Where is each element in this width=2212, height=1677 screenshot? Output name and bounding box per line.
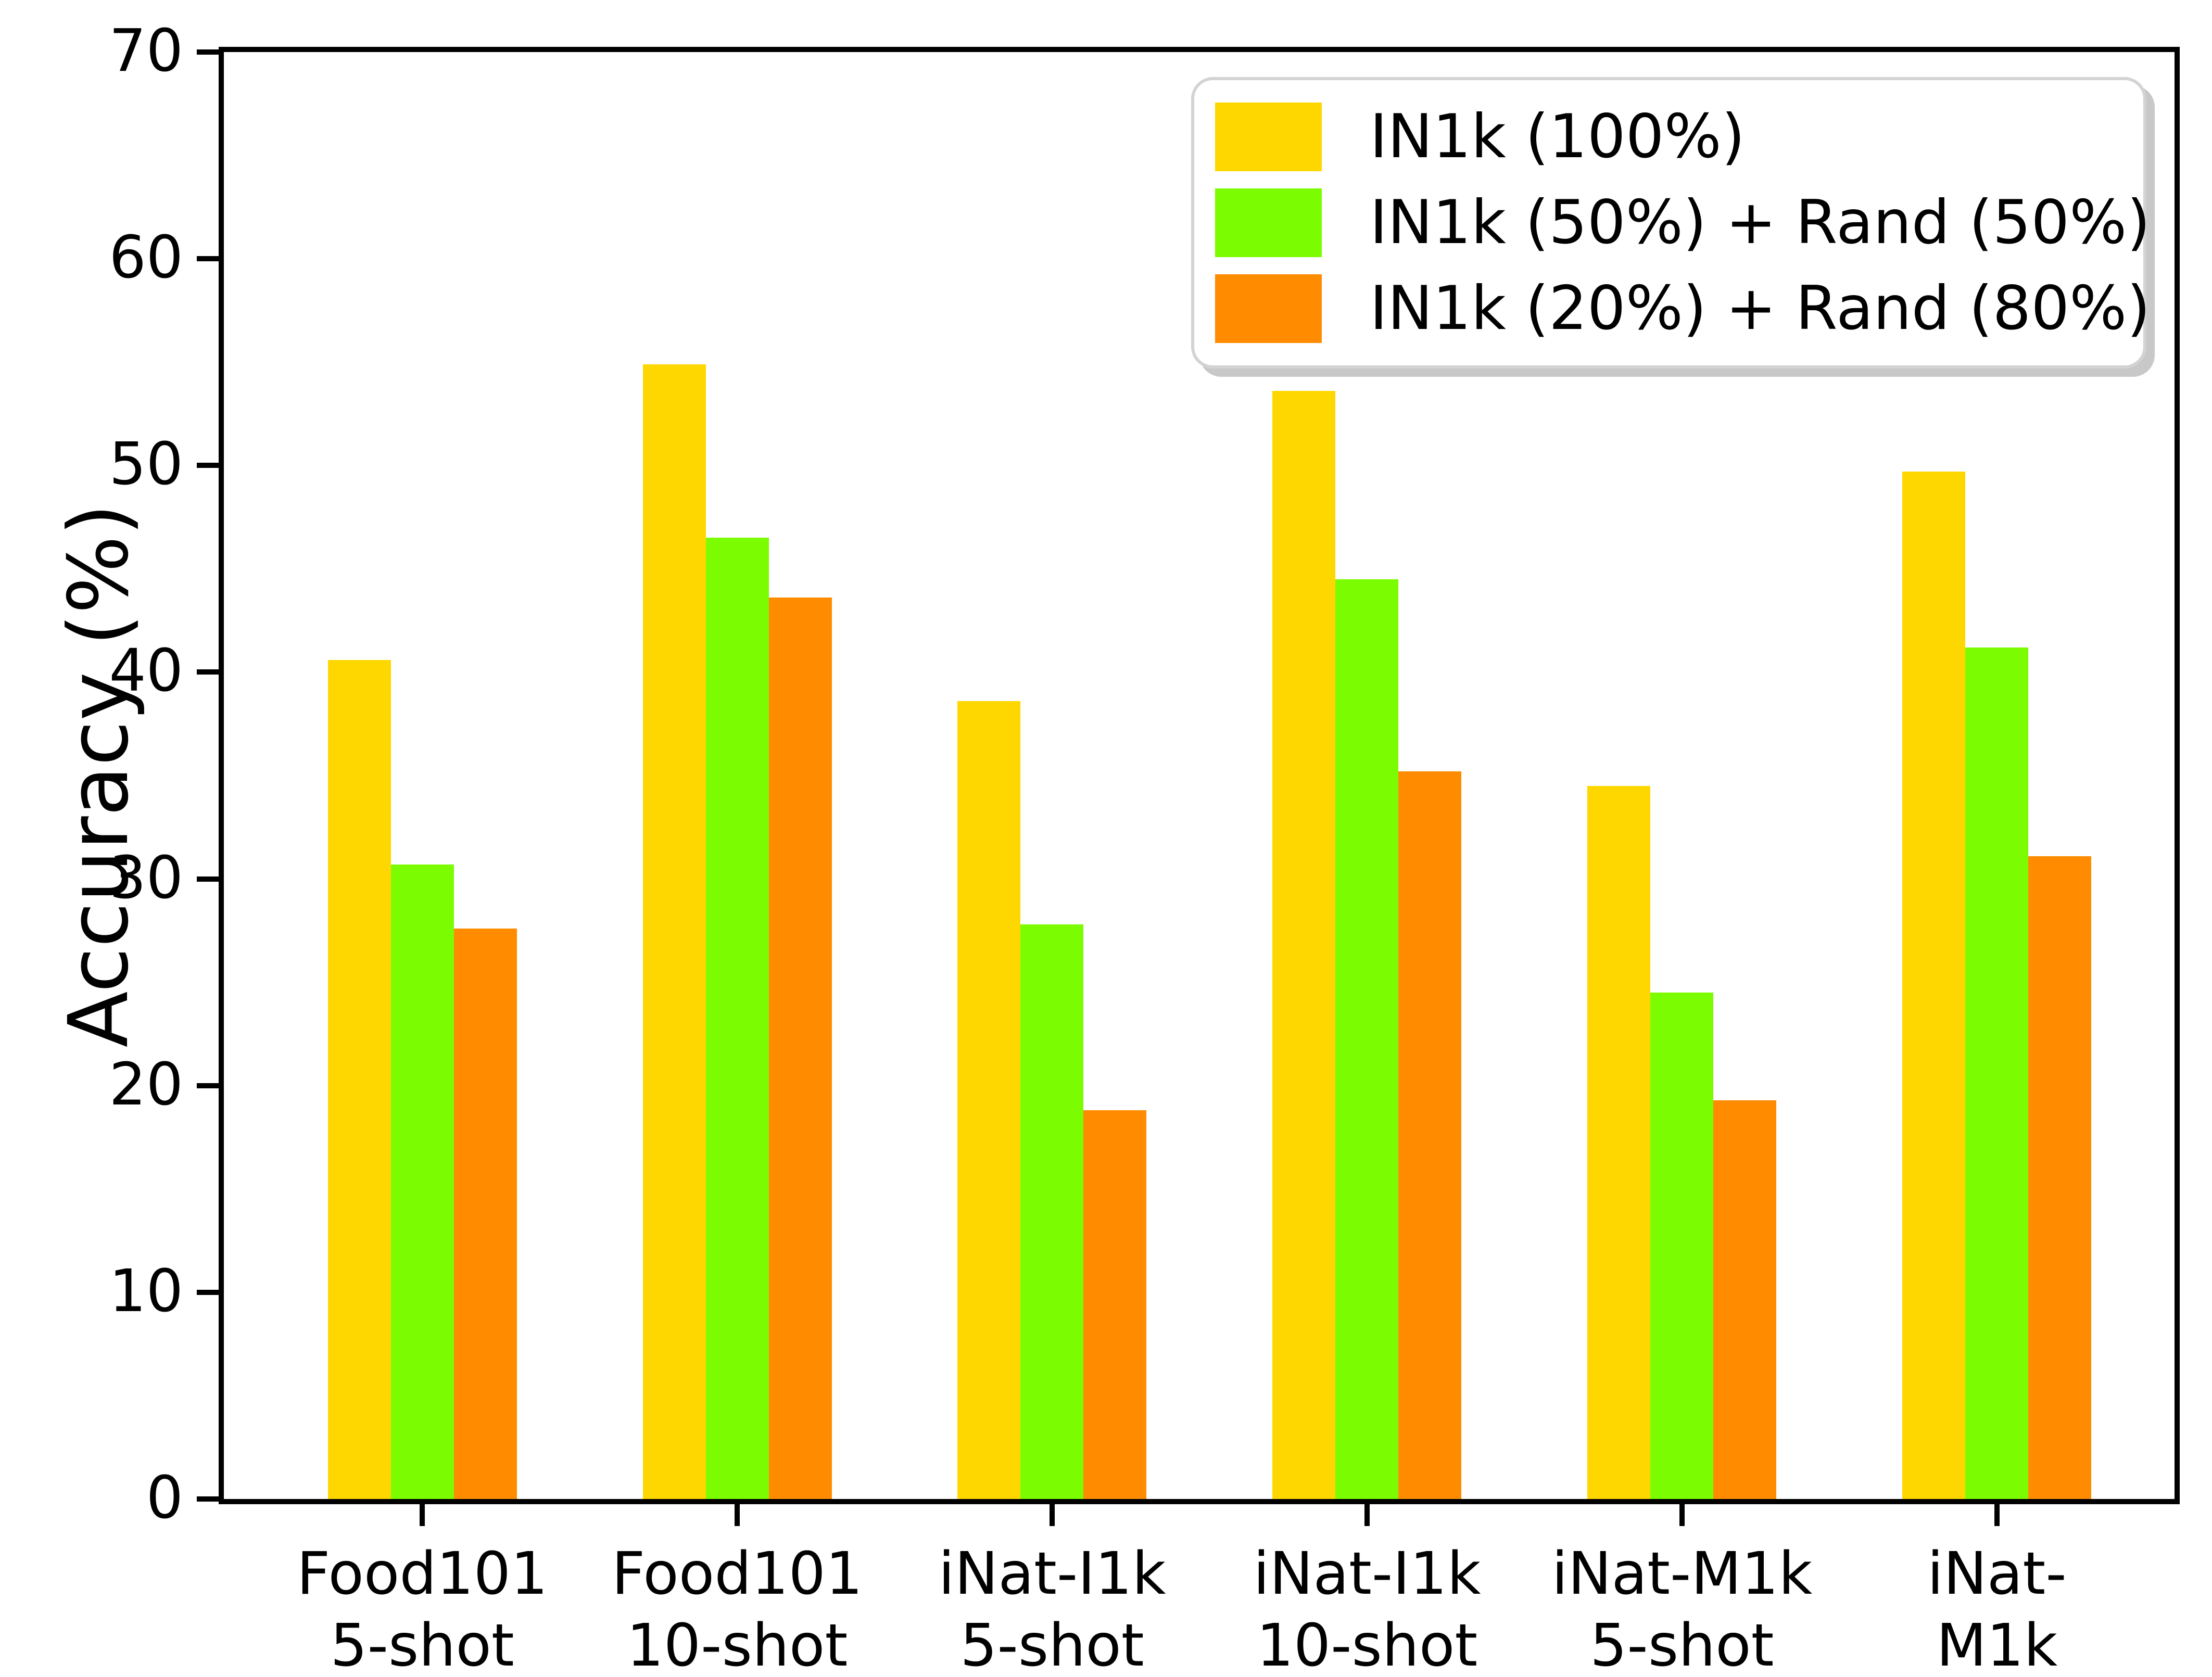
legend-label: IN1k (20%) + Rand (80%) (1370, 273, 2151, 344)
legend-row: IN1k (50%) + Rand (50%) (1215, 188, 2151, 257)
x-axis-category-label: iNat-M1k 10-shot (1927, 1540, 2067, 1677)
bar (390, 864, 454, 1499)
bar (1083, 1110, 1147, 1499)
bar (327, 659, 391, 1499)
y-axis-tick (197, 1496, 219, 1502)
x-axis-tick (1364, 1504, 1370, 1526)
bar (1713, 1100, 1777, 1499)
y-axis-tick (197, 1289, 219, 1295)
bar (453, 928, 517, 1499)
legend: IN1k (100%) IN1k (50%) + Rand (50%) IN1k (… (1191, 77, 2151, 369)
y-axis-tick (197, 876, 219, 882)
legend-label: IN1k (50%) + Rand (50%) (1370, 187, 2151, 258)
bar (1335, 579, 1399, 1499)
bar (642, 364, 706, 1499)
y-axis-tick (197, 463, 219, 468)
y-axis-tick-label: 20 (109, 1050, 183, 1119)
legend-row: IN1k (100%) (1215, 103, 2122, 171)
x-axis-tick (735, 1504, 740, 1526)
bar (1965, 647, 2029, 1499)
y-axis-tick-label: 50 (109, 430, 183, 499)
legend-color-swatch (1215, 274, 1322, 343)
x-axis-category-label: Food101 5-shot (296, 1540, 548, 1677)
x-axis-category-label: Food101 10-shot (611, 1540, 863, 1677)
legend-label: IN1k (100%) (1370, 101, 1745, 172)
y-axis-tick-label: 60 (109, 224, 183, 292)
legend-color-swatch (1215, 103, 1322, 171)
bar (1650, 993, 1714, 1499)
bar (957, 701, 1021, 1499)
x-axis-category-label: iNat-I1k 5-shot (938, 1540, 1166, 1677)
x-axis-category-label: iNat-M1k 5-shot (1551, 1540, 1813, 1677)
y-axis-tick-label: 0 (146, 1464, 183, 1532)
legend-color-swatch (1215, 188, 1322, 257)
bar (705, 538, 769, 1499)
y-axis-tick-label: 10 (109, 1257, 183, 1325)
y-axis-tick-label: 40 (109, 637, 183, 705)
y-axis-label: Accuracy (%) (51, 503, 147, 1048)
x-axis-tick (1994, 1504, 2000, 1526)
bar (1272, 391, 1336, 1499)
x-axis-tick (1679, 1504, 1685, 1526)
bar (1587, 785, 1651, 1499)
bar (1902, 472, 1966, 1499)
y-axis-tick (197, 256, 219, 262)
y-axis-tick-label: 70 (109, 17, 183, 85)
y-axis-tick (197, 1083, 219, 1088)
y-axis-tick-label: 30 (109, 844, 183, 912)
bar (1020, 924, 1084, 1499)
bar (768, 598, 832, 1499)
bar (2028, 856, 2092, 1499)
y-axis-tick (197, 669, 219, 675)
y-axis-tick (197, 49, 219, 55)
x-axis-category-label: iNat-I1k 10-shot (1253, 1540, 1481, 1677)
legend-row: IN1k (20%) + Rand (80%) (1215, 274, 2151, 343)
x-axis-tick (1049, 1504, 1055, 1526)
bar (1398, 771, 1462, 1499)
x-axis-tick (420, 1504, 425, 1526)
